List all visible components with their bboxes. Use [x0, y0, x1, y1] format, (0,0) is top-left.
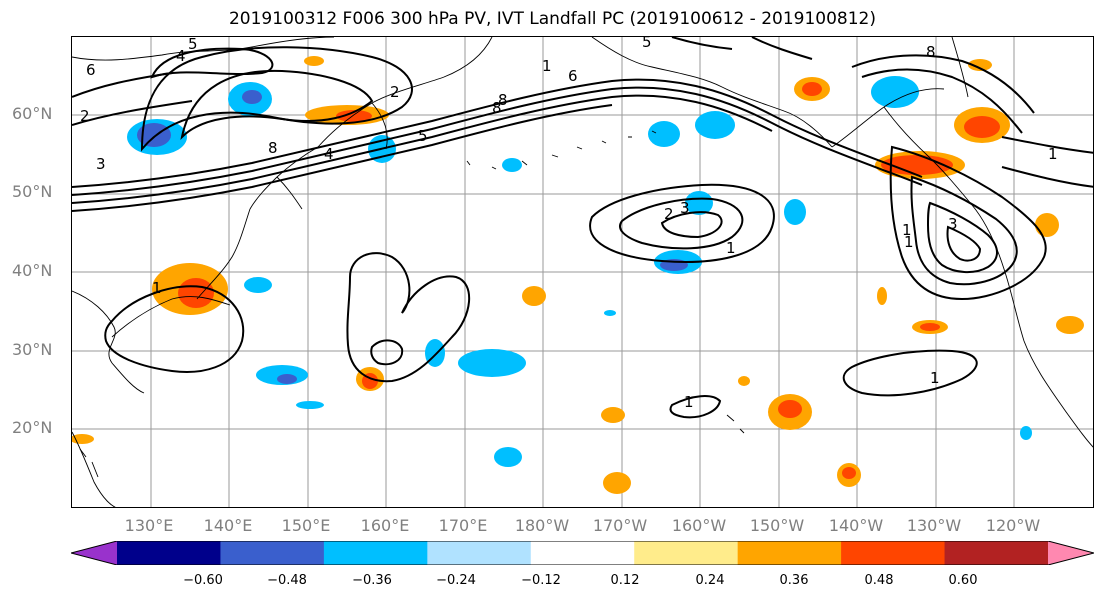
contour-label: 1: [930, 369, 940, 387]
lon-label-160w: 160°W: [671, 516, 727, 535]
colorbar: [69, 540, 1096, 566]
contour-label: 2: [80, 107, 90, 125]
contour-label: 4: [176, 47, 186, 65]
colorbar-extend-max: [1048, 541, 1094, 565]
ivt-contours: [72, 37, 1093, 419]
lat-label-30n: 30°N: [12, 340, 53, 359]
contour-label: 1: [684, 393, 694, 411]
lon-label-180w: 180°W: [514, 516, 570, 535]
colorbar-svg: [69, 540, 1096, 566]
map-canvas: 4 5 6 2 3 8 4 5 2 1 5 8 6 8 3 2 1 1 8 3 …: [72, 37, 1093, 507]
colorbar-segment: [634, 541, 739, 565]
lat-label-50n: 50°N: [12, 182, 53, 201]
contour-label: 5: [642, 37, 652, 51]
contour-label: 1: [1048, 145, 1058, 163]
colorbar-tick: 0.36: [779, 573, 809, 588]
contour-label: 5: [188, 37, 198, 53]
colorbar-tick: −0.12: [521, 573, 561, 588]
colorbar-tick: −0.24: [436, 573, 476, 588]
lat-label-40n: 40°N: [12, 261, 53, 280]
colorbar-tick: 0.60: [948, 573, 978, 588]
colorbar-tick: 0.12: [610, 573, 640, 588]
colorbar-segment: [323, 541, 428, 565]
map-title: 2019100312 F006 300 hPa PV, IVT Landfall…: [228, 9, 876, 29]
contour-label: 8: [268, 139, 278, 157]
contour-label: 1: [902, 221, 912, 239]
contour-label: 2: [390, 83, 400, 101]
contour-label: 6: [568, 67, 578, 85]
colorbar-segment: [841, 541, 946, 565]
graticule: [72, 37, 1093, 507]
contour-label: 1: [904, 233, 914, 251]
map-panel: 4 5 6 2 3 8 4 5 2 1 5 8 6 8 3 2 1 1 8 3 …: [71, 36, 1094, 508]
colorbar-segment: [737, 541, 842, 565]
lon-label-140w: 140°W: [828, 516, 884, 535]
contour-label: 4: [324, 145, 334, 163]
contour-label: 6: [86, 61, 96, 79]
colorbar-segment: [530, 541, 635, 565]
lon-label-130w: 130°W: [906, 516, 962, 535]
lon-label-150e: 150°E: [281, 516, 331, 535]
contour-label: 1: [726, 239, 736, 257]
contour-label: 8: [926, 43, 936, 61]
lon-label-140e: 140°E: [203, 516, 253, 535]
contour-label: 3: [948, 215, 958, 233]
contour-labels: 4 5 6 2 3 8 4 5 2 1 5 8 6 8 3 2 1 1 8 3 …: [80, 37, 1058, 411]
colorbar-segment: [427, 541, 532, 565]
contour-label: 8: [492, 99, 502, 117]
lat-label-20n: 20°N: [12, 418, 53, 437]
contour-label: 1: [542, 57, 552, 75]
lon-label-120w: 120°W: [985, 516, 1041, 535]
coastlines: [72, 37, 1093, 507]
lon-label-150w: 150°W: [749, 516, 805, 535]
colorbar-tick: −0.48: [267, 573, 307, 588]
contour-label: 1: [152, 279, 162, 297]
colorbar-segment: [944, 541, 1049, 565]
colorbar-segment: [220, 541, 325, 565]
contour-label: 8: [498, 91, 508, 109]
contour-label: 3: [680, 199, 690, 217]
contour-label: 2: [664, 205, 674, 223]
contour-label: 3: [96, 155, 106, 173]
colorbar-tick: −0.36: [352, 573, 392, 588]
lon-label-130e: 130°E: [124, 516, 174, 535]
colorbar-tick: −0.60: [183, 573, 223, 588]
lon-label-170e: 170°E: [438, 516, 488, 535]
pv-shading: [72, 56, 1084, 494]
colorbar-extend-min: [71, 541, 117, 565]
colorbar-tick: 0.48: [864, 573, 894, 588]
lat-label-60n: 60°N: [12, 104, 53, 123]
colorbar-tick: 0.24: [695, 573, 725, 588]
colorbar-segment: [117, 541, 221, 565]
lon-label-160e: 160°E: [360, 516, 410, 535]
contour-label: 5: [418, 127, 428, 145]
lon-label-170w: 170°W: [592, 516, 648, 535]
